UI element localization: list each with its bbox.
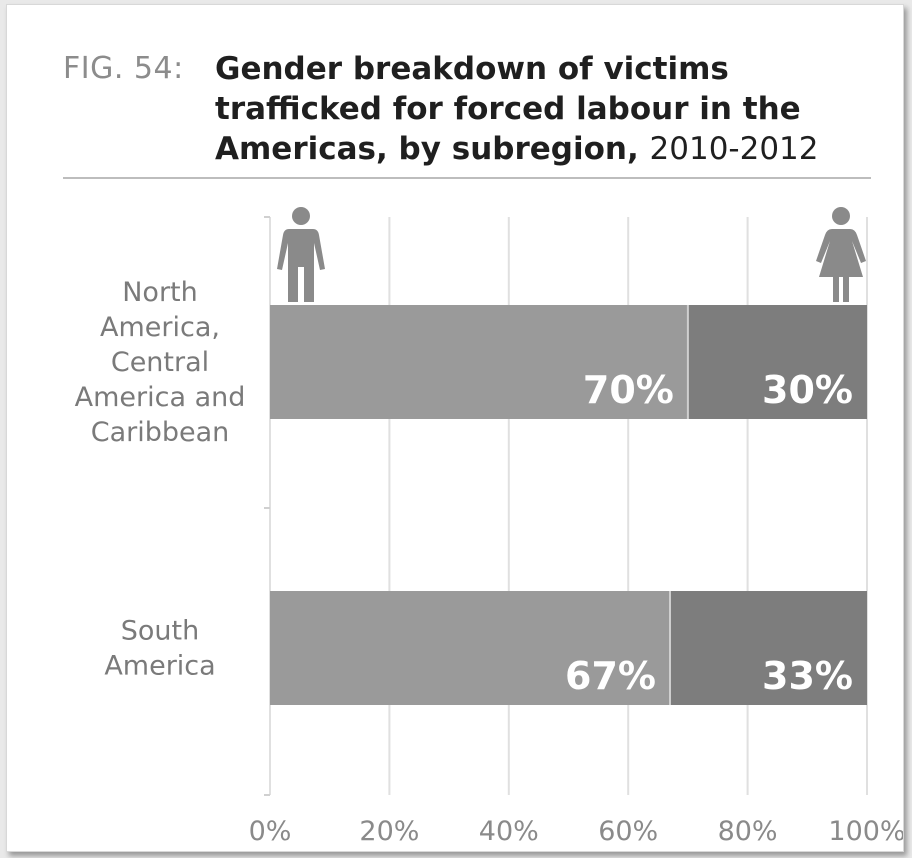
x-tick-label: 40% (479, 816, 539, 847)
category-label-line: North (122, 277, 198, 308)
bar-value-label: 33% (762, 654, 853, 698)
category-label-line: Central (111, 347, 209, 378)
x-tick-label: 80% (718, 816, 778, 847)
category-label-line: South (121, 616, 199, 647)
bar-value-label: 30% (762, 368, 853, 412)
woman-body (816, 229, 866, 302)
stacked-bar-chart: 70% 30% 67% 33% North America, Central America… (7, 5, 903, 851)
x-tick-label: 20% (359, 816, 419, 847)
gridlines (264, 217, 867, 795)
category-label-line: America and (75, 382, 246, 413)
chart-card: FIG. 54: Gender breakdown of victims tra… (6, 4, 904, 852)
woman-head (832, 207, 850, 225)
man-head (292, 207, 310, 225)
bar-value-label: 67% (565, 654, 656, 698)
category-label-line: Caribbean (91, 417, 230, 448)
bars: 70% 30% 67% 33% (270, 305, 867, 705)
category-labels: North America, Central America and Caribbean… (75, 277, 246, 682)
woman-icon (816, 207, 866, 302)
x-tick-label: 100% (828, 816, 903, 847)
x-tick-label: 0% (249, 816, 292, 847)
category-label: North America, Central America and Caribbean (75, 277, 246, 448)
man-icon (277, 207, 325, 302)
category-label-line: America, (100, 312, 220, 343)
category-label-line: America (104, 651, 215, 682)
x-tick-label: 60% (598, 816, 658, 847)
man-body (277, 229, 325, 302)
legend-icons (277, 207, 866, 302)
x-axis-ticks: 0% 20% 40% 60% 80% 100% (249, 816, 903, 847)
category-label: South America (104, 616, 215, 682)
bar-value-label: 70% (583, 368, 674, 412)
